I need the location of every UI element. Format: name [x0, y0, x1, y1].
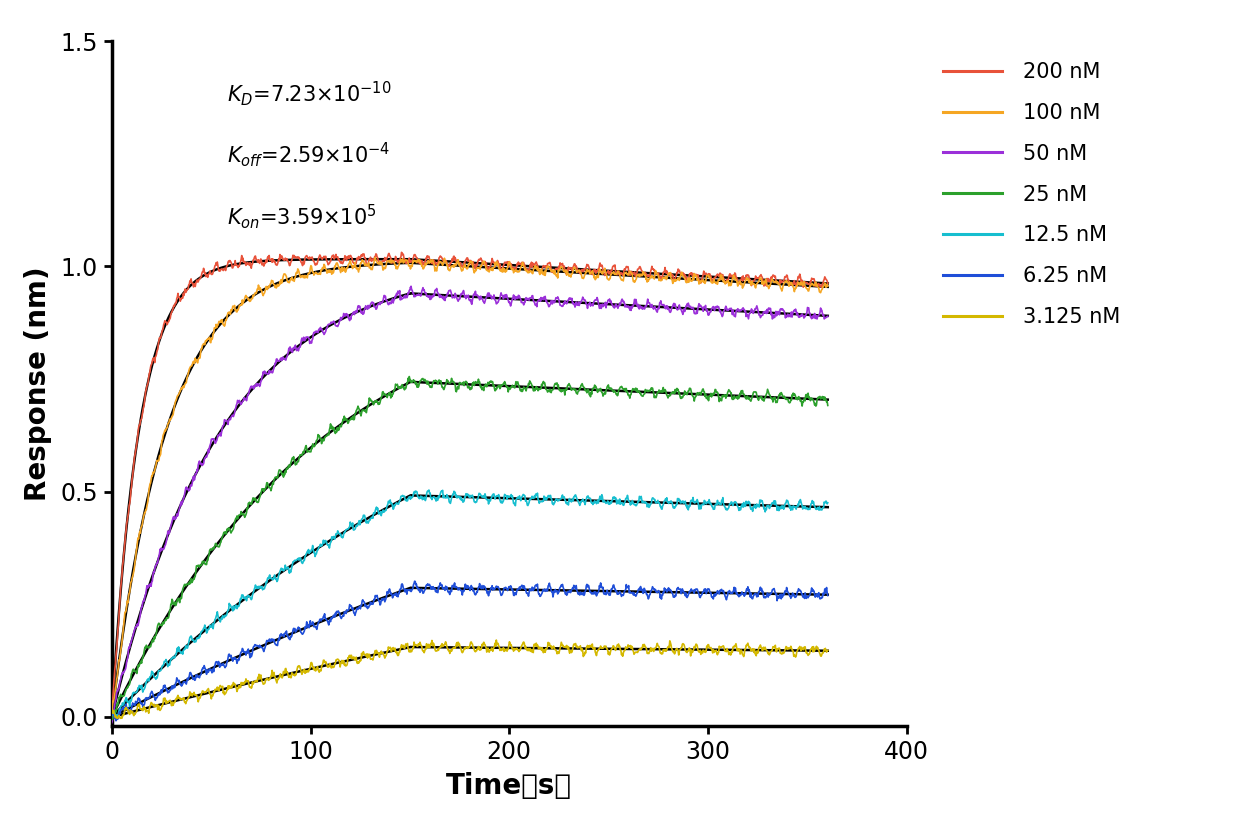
Text: $K_{off}$=2.59×10$^{-4}$: $K_{off}$=2.59×10$^{-4}$ [227, 140, 390, 169]
Text: $K_{on}$=3.59×10$^{5}$: $K_{on}$=3.59×10$^{5}$ [227, 202, 376, 231]
X-axis label: Time（s）: Time（s） [446, 772, 573, 800]
Text: $K_D$=7.23×10$^{-10}$: $K_D$=7.23×10$^{-10}$ [227, 79, 391, 108]
Legend: 200 nM, 100 nM, 50 nM, 25 nM, 12.5 nM, 6.25 nM, 3.125 nM: 200 nM, 100 nM, 50 nM, 25 nM, 12.5 nM, 6… [933, 52, 1130, 337]
Y-axis label: Response (nm): Response (nm) [24, 266, 52, 501]
